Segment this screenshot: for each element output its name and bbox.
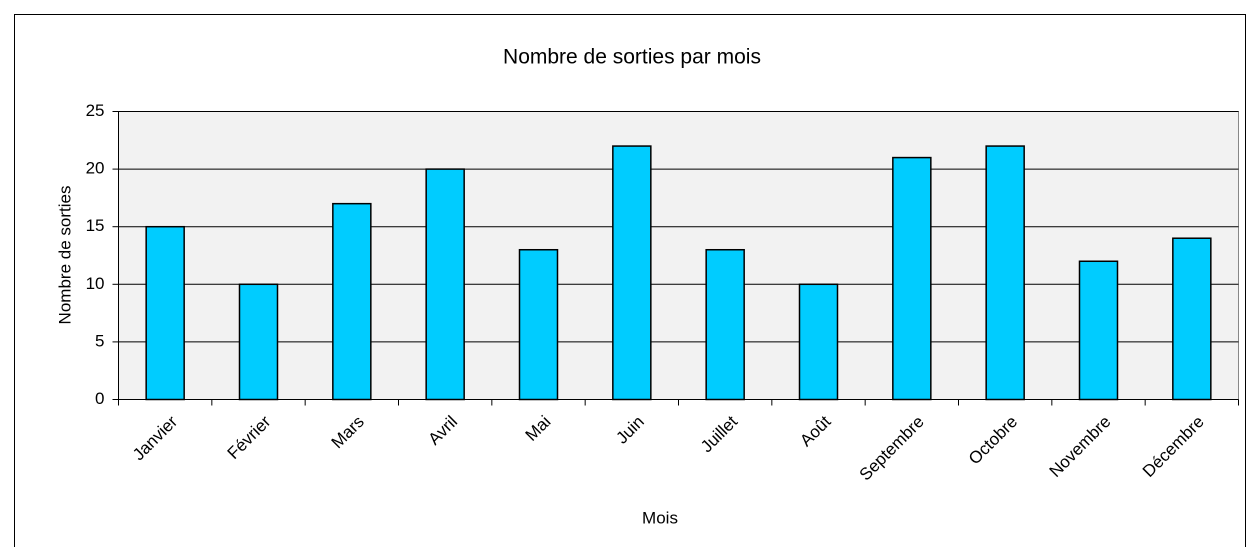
- y-tick-label: 0: [95, 389, 104, 408]
- y-tick-label: 5: [95, 331, 104, 350]
- x-axis-label: Mois: [642, 508, 678, 527]
- bar: [1172, 237, 1212, 401]
- bar: [612, 145, 652, 401]
- bar: [798, 283, 839, 401]
- plot-area: [118, 111, 1239, 400]
- bar: [1078, 260, 1119, 401]
- y-tick-label: 25: [86, 101, 105, 120]
- chart-title: Nombre de sorties par mois: [503, 46, 761, 69]
- y-tick-label: 20: [86, 159, 105, 178]
- bar: [332, 202, 372, 401]
- bar: [518, 248, 559, 401]
- bar: [238, 283, 279, 401]
- y-tick-label: 15: [86, 216, 105, 235]
- y-tick-label: 10: [86, 274, 105, 293]
- bar: [892, 156, 932, 401]
- bar: [425, 168, 465, 401]
- bar: [145, 225, 185, 401]
- bar: [705, 248, 745, 401]
- y-axis-label: Nombre de sorties: [55, 186, 74, 325]
- bar: [985, 145, 1025, 401]
